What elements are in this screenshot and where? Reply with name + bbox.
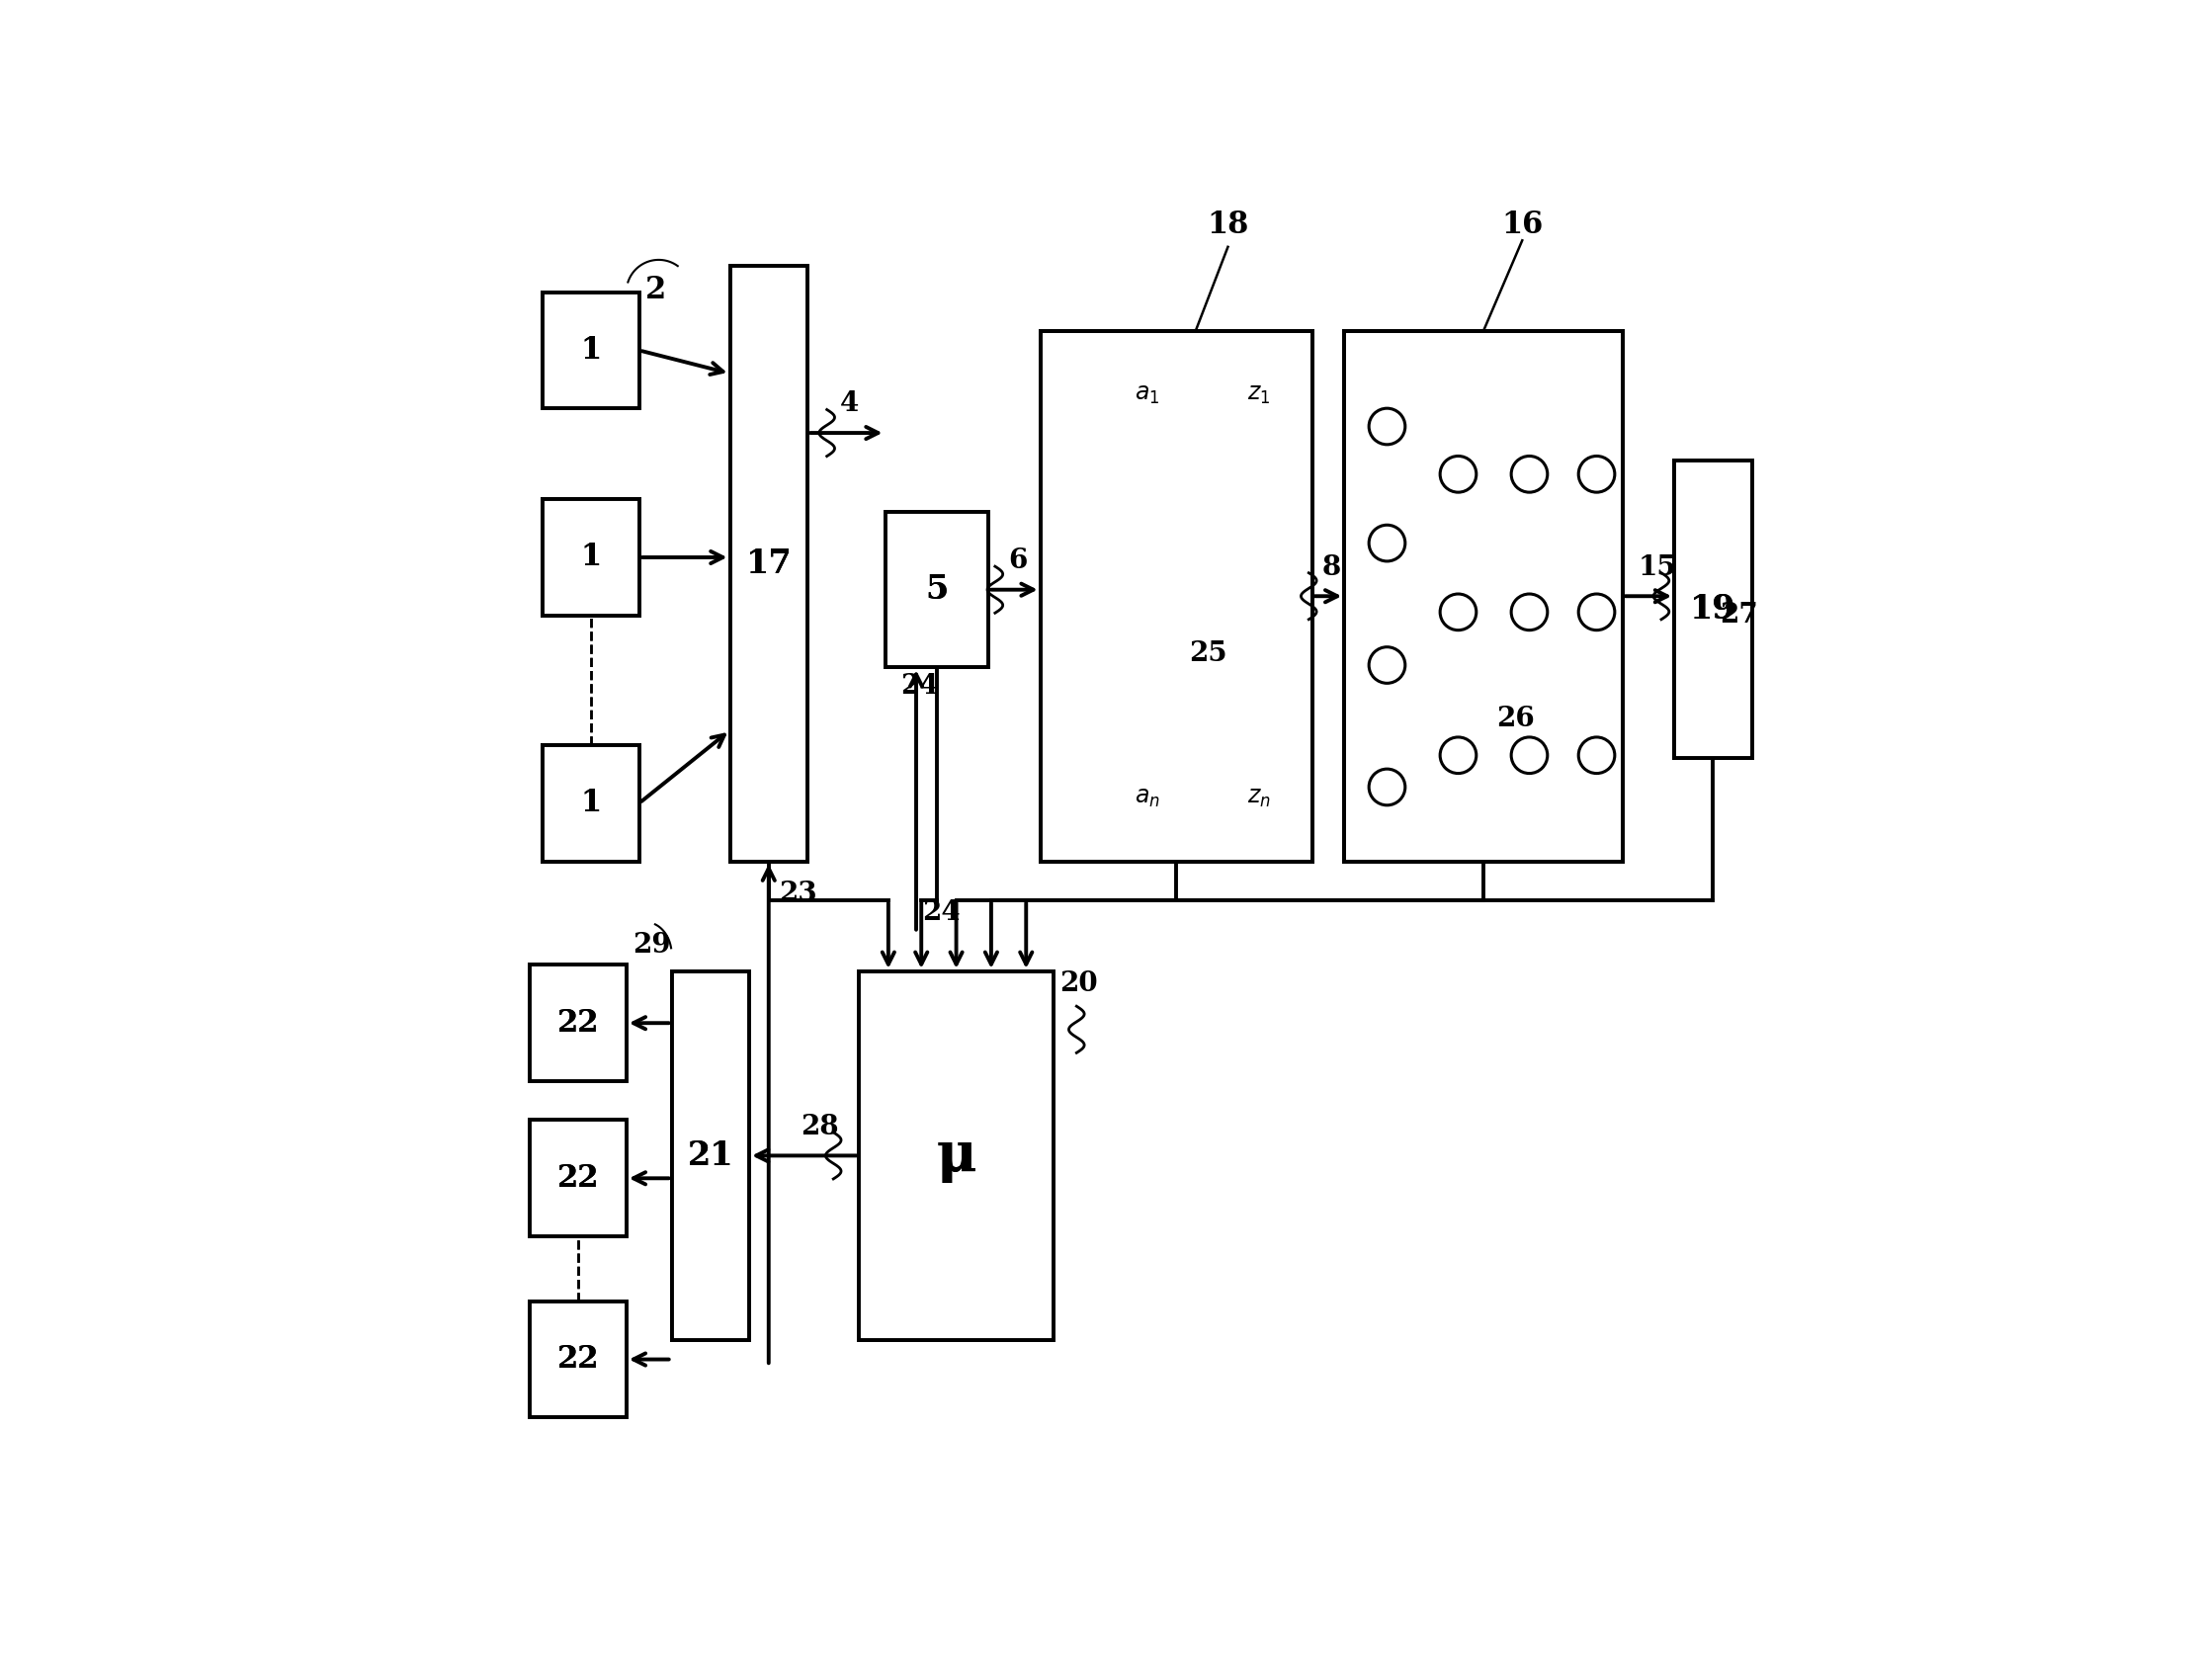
Circle shape [1369, 647, 1404, 684]
FancyBboxPatch shape [529, 1121, 625, 1236]
Text: $z_1$: $z_1$ [1248, 383, 1270, 407]
FancyBboxPatch shape [542, 292, 638, 408]
Text: 17: 17 [746, 548, 792, 580]
Text: $z_n$: $z_n$ [1248, 786, 1270, 810]
FancyBboxPatch shape [731, 267, 807, 862]
Circle shape [1512, 738, 1547, 773]
Circle shape [1512, 595, 1547, 630]
FancyBboxPatch shape [529, 964, 625, 1082]
Text: 1: 1 [581, 788, 601, 818]
Text: $a_n$: $a_n$ [1134, 786, 1161, 810]
FancyBboxPatch shape [860, 971, 1053, 1341]
Text: 28: 28 [801, 1114, 838, 1141]
Text: μ: μ [937, 1129, 976, 1183]
Circle shape [1577, 595, 1615, 630]
Text: 1: 1 [581, 543, 601, 573]
FancyBboxPatch shape [542, 292, 638, 408]
Text: 22: 22 [557, 1008, 599, 1038]
Text: 8: 8 [1321, 554, 1341, 581]
FancyBboxPatch shape [529, 1302, 625, 1418]
Text: 22: 22 [557, 1163, 599, 1193]
Text: 1: 1 [581, 788, 601, 818]
Text: 20: 20 [1060, 971, 1097, 998]
Text: 15: 15 [1639, 554, 1676, 581]
FancyBboxPatch shape [529, 964, 625, 1082]
Text: 1: 1 [581, 543, 601, 573]
FancyBboxPatch shape [731, 267, 807, 862]
Text: 21: 21 [687, 1139, 733, 1173]
Text: 22: 22 [557, 1008, 599, 1038]
Text: $a_1$: $a_1$ [1134, 383, 1161, 407]
Circle shape [1512, 455, 1547, 492]
Text: 27: 27 [1720, 601, 1757, 628]
Circle shape [1439, 595, 1477, 630]
Text: 24: 24 [924, 899, 961, 926]
Text: 5: 5 [926, 573, 948, 606]
Text: 1: 1 [581, 334, 601, 366]
FancyBboxPatch shape [542, 744, 638, 862]
Circle shape [1577, 455, 1615, 492]
FancyBboxPatch shape [1674, 460, 1751, 758]
Circle shape [1369, 408, 1404, 445]
Text: 1: 1 [581, 334, 601, 366]
Text: 6: 6 [1007, 548, 1027, 575]
Text: 17: 17 [746, 548, 792, 580]
FancyBboxPatch shape [529, 1302, 625, 1418]
Circle shape [1577, 738, 1615, 773]
Text: 19: 19 [1689, 593, 1735, 625]
Text: 22: 22 [557, 1344, 599, 1374]
Text: μ: μ [937, 1129, 976, 1183]
FancyBboxPatch shape [542, 499, 638, 615]
FancyBboxPatch shape [860, 971, 1053, 1341]
Circle shape [1439, 738, 1477, 773]
Text: 18: 18 [1207, 210, 1248, 240]
Text: 23: 23 [779, 880, 816, 907]
Text: 4: 4 [840, 391, 858, 417]
Text: 5: 5 [926, 573, 948, 606]
Text: 21: 21 [687, 1139, 733, 1173]
FancyBboxPatch shape [1040, 331, 1312, 862]
Circle shape [1369, 526, 1404, 561]
Text: 26: 26 [1496, 706, 1534, 732]
Text: 22: 22 [557, 1163, 599, 1193]
Circle shape [1369, 769, 1404, 805]
Text: 22: 22 [557, 1344, 599, 1374]
Text: 19: 19 [1689, 593, 1735, 625]
FancyBboxPatch shape [671, 971, 750, 1341]
FancyBboxPatch shape [884, 512, 989, 667]
Text: 25: 25 [1189, 640, 1226, 667]
FancyBboxPatch shape [542, 744, 638, 862]
FancyBboxPatch shape [671, 971, 750, 1341]
FancyBboxPatch shape [1674, 460, 1751, 758]
Text: 29: 29 [632, 932, 671, 958]
FancyBboxPatch shape [529, 1121, 625, 1236]
FancyBboxPatch shape [1345, 331, 1624, 862]
FancyBboxPatch shape [542, 499, 638, 615]
Circle shape [1439, 455, 1477, 492]
Text: 2: 2 [645, 274, 667, 306]
FancyBboxPatch shape [884, 512, 989, 667]
Text: 16: 16 [1501, 210, 1542, 240]
Text: 24: 24 [900, 674, 939, 699]
